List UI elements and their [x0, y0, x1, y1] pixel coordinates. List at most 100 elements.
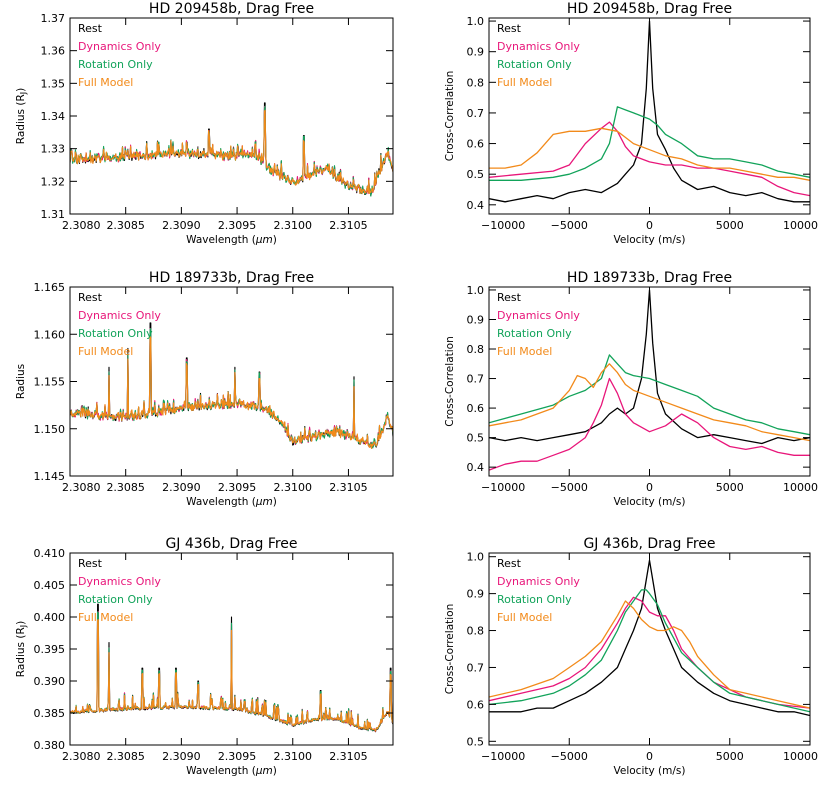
y-tick-label: 1.37 — [41, 12, 66, 25]
series-line-full-model — [489, 600, 810, 709]
y-axis-label-prefix: Radius (R — [15, 627, 27, 677]
legend-entry-rest: Rest — [78, 291, 103, 304]
y-axis-label-subscript: J — [19, 625, 28, 628]
x-tick-label: 5000 — [716, 750, 744, 763]
y-axis-label-group: Radius — [15, 364, 27, 399]
x-tick-label: 2.3080 — [62, 750, 101, 763]
x-tick-label: 2.3105 — [329, 219, 368, 232]
series-line-rest — [489, 289, 810, 445]
y-tick-label: 1.0 — [467, 284, 485, 297]
y-tick-label: 0.9 — [467, 588, 485, 601]
series-line-full-model — [70, 336, 393, 449]
y-tick-label: 1.31 — [41, 208, 66, 221]
x-tick-label: 10000 — [783, 481, 818, 494]
x-axis-label-suffix: ) — [273, 234, 277, 246]
panel-title: HD 209458b, Drag Free — [567, 1, 732, 17]
panel-title: HD 189733b, Drag Free — [567, 270, 732, 286]
y-tick-label: 0.6 — [467, 698, 485, 711]
x-tick-label: 2.3085 — [106, 219, 145, 232]
y-axis-label-group: Cross-Correlation — [444, 336, 456, 426]
y-tick-label: 0.405 — [34, 579, 66, 592]
series-line-dynamics-only — [489, 596, 810, 709]
y-tick-label: 1.36 — [41, 45, 66, 58]
x-tick-label: −5000 — [551, 219, 588, 232]
x-tick-label: 2.3100 — [274, 219, 313, 232]
series-line-rest — [489, 559, 810, 717]
chart-panel-6: −10000 −5000 0 5000 10000 0.5 0.6 0.7 0.8 0.9 1.0 G… — [444, 536, 818, 777]
x-tick-label: 2.3105 — [329, 481, 368, 494]
x-axis-label: Wavelength (μm) — [186, 496, 277, 508]
x-axis-label-suffix: ) — [273, 765, 277, 777]
x-tick-label: 2.3100 — [274, 481, 313, 494]
y-tick-label: 0.385 — [34, 707, 66, 720]
legend-entry-full-model: Full Model — [78, 76, 133, 89]
y-tick-label: 0.400 — [34, 611, 66, 624]
series-line-full-model — [70, 109, 393, 195]
x-axis-label: Velocity (m/s) — [614, 496, 686, 508]
legend-entry-dynamics-only: Dynamics Only — [497, 40, 580, 53]
y-tick-label: 1.35 — [41, 77, 66, 90]
panel-title: HD 209458b, Drag Free — [149, 1, 314, 17]
x-tick-label: 2.3080 — [62, 219, 101, 232]
y-tick-label: 0.380 — [34, 739, 66, 752]
series-line-rotation-only — [489, 354, 810, 436]
x-tick-label: −10000 — [481, 750, 525, 763]
legend-entry-full-model: Full Model — [497, 611, 552, 624]
y-axis-label: Cross-Correlation — [444, 336, 456, 426]
x-tick-label: 10000 — [783, 750, 818, 763]
legend-entry-rotation-only: Rotation Only — [78, 593, 153, 606]
x-axis-label: Velocity (m/s) — [614, 234, 686, 246]
y-axis-label: Radius — [15, 364, 27, 399]
x-tick-label: 5000 — [716, 219, 744, 232]
x-tick-label: 2.3085 — [106, 481, 145, 494]
y-tick-label: 0.7 — [467, 661, 485, 674]
series-line-rotation-only — [489, 106, 810, 181]
y-tick-label: 1.32 — [41, 175, 66, 188]
y-axis-label-suffix: ) — [15, 88, 27, 92]
y-tick-label: 0.4 — [467, 461, 485, 474]
y-axis-label: Radius (RJ) — [15, 88, 28, 144]
y-axis-label-subscript: J — [19, 92, 28, 95]
x-tick-label: 2.3085 — [106, 750, 145, 763]
y-axis-label-group: Cross-Correlation — [444, 71, 456, 161]
y-tick-label: 1.34 — [41, 110, 66, 123]
y-tick-label: 0.5 — [467, 432, 485, 445]
x-tick-label: 2.3100 — [274, 750, 313, 763]
y-tick-label: 0.5 — [467, 735, 485, 748]
y-tick-label: 0.395 — [34, 643, 66, 656]
x-tick-label: 10000 — [783, 219, 818, 232]
panel-title: GJ 436b, Drag Free — [165, 536, 297, 552]
y-axis-label-suffix: ) — [15, 621, 27, 625]
y-axis-label: Radius (RJ) — [15, 621, 28, 677]
chart-panel-3: 2.3080 2.3085 2.3090 2.3095 2.3100 2.3105 1.14… — [15, 270, 394, 508]
y-tick-label: 1.160 — [34, 328, 66, 341]
x-tick-label: 5000 — [716, 481, 744, 494]
x-axis-label: Velocity (m/s) — [614, 765, 686, 777]
plot-area — [70, 603, 393, 733]
x-tick-label: −5000 — [551, 750, 588, 763]
series-line-full-model — [489, 363, 810, 442]
y-tick-label: 1.155 — [34, 376, 66, 389]
chart-panel-4: −10000 −5000 0 5000 10000 0.4 0.5 0.6 0.7 0.8 0.9 1… — [444, 270, 818, 508]
chart-panel-5: 2.3080 2.3085 2.3090 2.3095 2.3100 2.3105 0.38… — [15, 536, 394, 777]
plot-area — [70, 322, 393, 449]
x-tick-label: 2.3090 — [162, 219, 201, 232]
y-axis-label-group: Radius (RJ) — [15, 88, 28, 144]
y-tick-label: 0.8 — [467, 625, 485, 638]
x-tick-label: 2.3090 — [162, 481, 201, 494]
legend-entry-rotation-only: Rotation Only — [497, 58, 572, 71]
x-tick-label: 2.3095 — [218, 481, 257, 494]
x-axis-label: Wavelength (μm) — [186, 765, 277, 777]
x-axis-label-prefix: Wavelength ( — [186, 496, 256, 508]
legend-entry-rotation-only: Rotation Only — [78, 58, 153, 71]
x-axis-label-unit: μm — [255, 765, 273, 777]
y-tick-label: 0.6 — [467, 402, 485, 415]
y-tick-label: 1.0 — [467, 551, 485, 564]
series-line-rotation-only — [489, 589, 810, 713]
legend-entry-full-model: Full Model — [497, 76, 552, 89]
legend-entry-rest: Rest — [497, 291, 522, 304]
y-tick-label: 1.165 — [34, 281, 66, 294]
panel-title: HD 189733b, Drag Free — [149, 270, 314, 286]
chart-panel-2: −10000 −5000 0 5000 10000 0.4 0.5 0.6 0.7 0.8 0.9 1… — [444, 1, 818, 246]
legend-entry-full-model: Full Model — [78, 345, 133, 358]
